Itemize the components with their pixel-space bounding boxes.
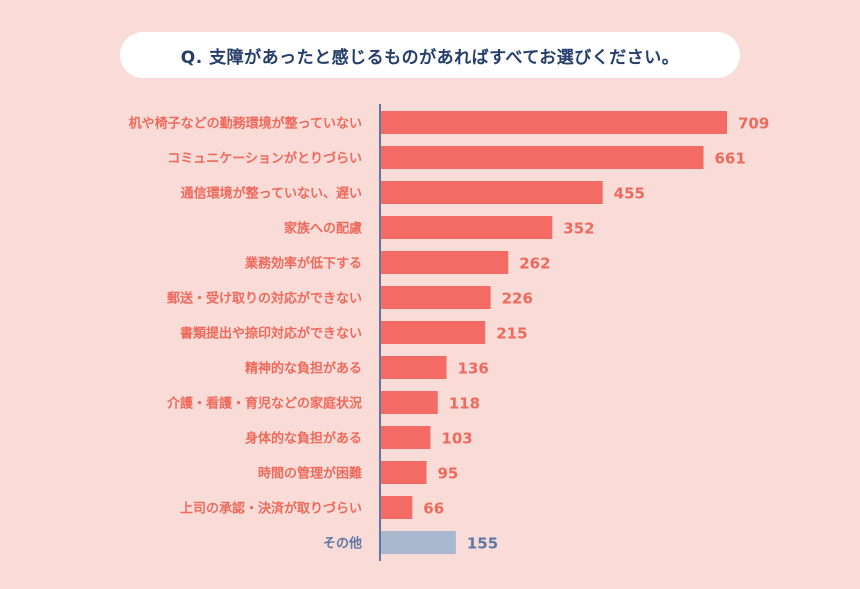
value-label-0: 709 xyxy=(738,115,769,133)
bar-9 xyxy=(380,426,431,449)
value-label-10: 95 xyxy=(437,465,458,483)
category-label-6: 書類提出や捺印対応ができない xyxy=(180,326,362,342)
value-label-5: 226 xyxy=(502,290,533,308)
category-label-12: その他 xyxy=(323,536,362,552)
bar-6 xyxy=(380,321,486,344)
value-label-3: 352 xyxy=(563,220,594,238)
bar-12 xyxy=(380,531,456,554)
value-label-2: 455 xyxy=(614,185,645,203)
bar-11 xyxy=(380,496,413,519)
bar-1 xyxy=(380,146,704,169)
value-label-7: 136 xyxy=(458,360,489,378)
bar-3 xyxy=(380,216,553,239)
bar-10 xyxy=(380,461,427,484)
value-label-12: 155 xyxy=(467,535,498,553)
value-label-1: 661 xyxy=(715,150,746,168)
value-label-4: 262 xyxy=(519,255,550,273)
bar-2 xyxy=(380,181,603,204)
category-label-5: 郵送・受け取りの対応ができない xyxy=(167,291,362,307)
value-label-9: 103 xyxy=(441,430,472,448)
bar-7 xyxy=(380,356,447,379)
chart-title-text: Q. 支障があったと感じるものがあればすべてお選びください。 xyxy=(180,47,680,68)
value-label-11: 66 xyxy=(423,500,444,518)
category-label-8: 介護・看護・育児などの家庭状況 xyxy=(166,396,362,412)
value-label-8: 118 xyxy=(449,395,480,413)
category-label-9: 身体的な負担がある xyxy=(245,431,362,447)
bar-0 xyxy=(380,111,727,134)
category-label-10: 時間の管理が困難 xyxy=(258,466,362,482)
bar-5 xyxy=(380,286,491,309)
category-label-7: 精神的な負担がある xyxy=(245,361,362,377)
category-label-3: 家族への配慮 xyxy=(284,221,362,237)
category-label-4: 業務効率が低下する xyxy=(244,256,362,272)
category-label-2: 通信環境が整っていない、遅い xyxy=(181,186,362,202)
bar-8 xyxy=(380,391,438,414)
chart-title: Q. 支障があったと感じるものがあればすべてお選びください。 xyxy=(120,32,740,78)
bar-4 xyxy=(380,251,509,274)
category-label-0: 机や椅子などの勤務環境が整っていない xyxy=(129,116,362,132)
category-label-1: コミュニケーションがとりづらい xyxy=(167,151,362,167)
value-label-6: 215 xyxy=(496,325,527,343)
category-label-11: 上司の承認・決済が取りづらい xyxy=(180,501,362,517)
